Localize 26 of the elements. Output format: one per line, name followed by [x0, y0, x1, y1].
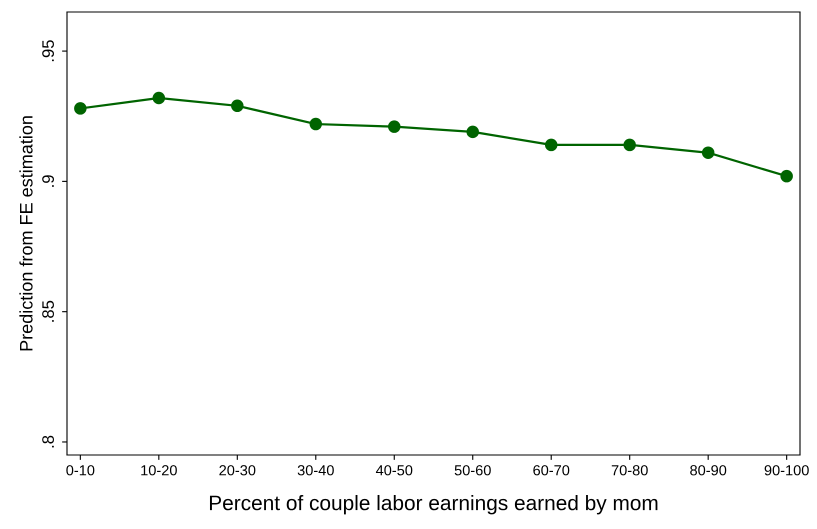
point [466, 126, 479, 138]
point [152, 92, 166, 104]
x-tick-label: 70-80 [612, 465, 648, 476]
x-axis-title: Percent of couple labor earnings earned by mom [210, 494, 658, 514]
point [310, 118, 322, 130]
y-tick-label: .9 [42, 175, 54, 187]
y-tick-label: .85 [42, 300, 54, 322]
point [780, 170, 793, 182]
x-tick-label: 30-40 [298, 465, 334, 476]
point [623, 138, 636, 152]
y-axis-title: Prediction from FE estimation [19, 116, 33, 350]
x-tick-label: 50-60 [454, 465, 491, 476]
x-tick-label: 0-10 [66, 465, 94, 476]
y-tick-label: .95 [42, 40, 54, 62]
x-tick-label: 10-20 [141, 465, 177, 476]
x-tick-label: 60-70 [533, 465, 570, 476]
x-tick-label: 80-90 [690, 465, 726, 476]
x-tick-label: 20-30 [219, 465, 256, 476]
y-tick-label: .8 [42, 436, 54, 448]
point [388, 120, 401, 133]
point [74, 102, 87, 115]
point [702, 146, 714, 159]
x-tick-label: 40-50 [376, 465, 412, 476]
point [544, 138, 558, 152]
point [231, 100, 244, 112]
x-tick-label: 90-100 [764, 465, 809, 476]
